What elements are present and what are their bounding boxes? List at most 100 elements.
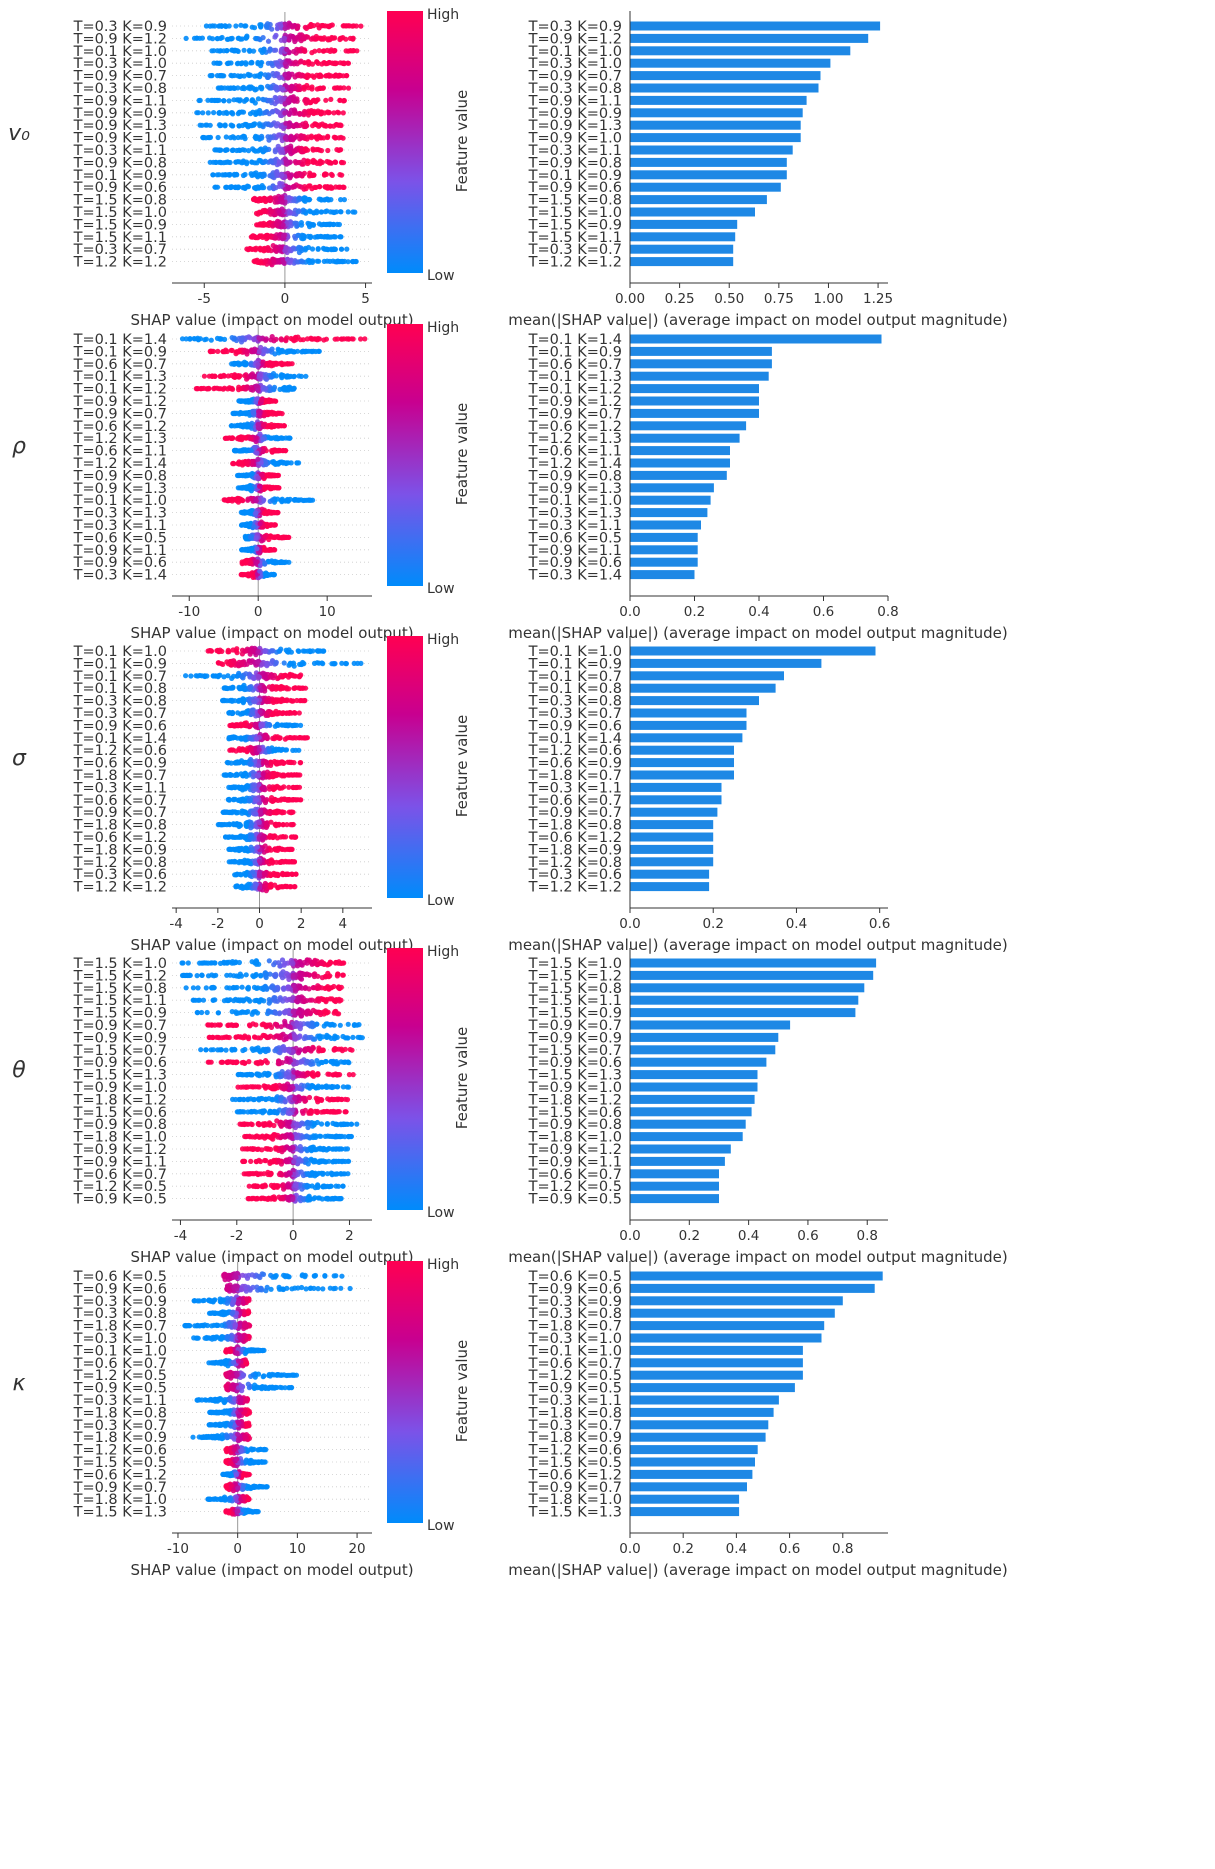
shap-dot [305,257,311,263]
shap-dot [287,348,293,354]
bar [630,108,803,118]
shap-dot [278,435,284,441]
shap-dot [244,348,250,354]
shap-dot [248,534,254,540]
shap-dot [263,121,269,127]
shap-dot [254,383,260,389]
shap-dot [268,484,274,491]
shap-dot [248,546,255,552]
shap-dot [217,60,223,66]
shap-dot [257,568,263,574]
bar [630,232,736,242]
shap-dot [207,122,213,128]
shap-dot [313,121,319,128]
shap-dot [270,534,276,540]
shap-dot [266,48,273,54]
shap-dot [293,110,299,116]
shap-dot [344,73,350,79]
x-tick-label: 10 [319,604,336,620]
shap-dot [298,222,305,228]
shap-dot [266,409,272,415]
shap-dot [212,673,218,679]
shap-dot [296,83,302,89]
shap-dot [277,386,283,392]
shap-dot [244,509,251,515]
shap-dot [248,60,254,66]
shap-dot [296,648,302,655]
shap-dot [218,386,224,392]
shap-dot [271,572,277,578]
shap-dot [245,85,251,91]
shap-dot [235,760,241,766]
shap-dot [256,259,262,265]
shap-dot [333,122,339,128]
shap-dot [274,221,280,227]
shap-dot [276,159,282,165]
shap-dot [271,387,277,393]
bar [630,557,698,567]
shap-dot [231,72,237,79]
shap-dot [253,399,259,405]
shap-dot [331,661,337,667]
shap-dot [212,23,218,29]
shap-dot [304,98,311,104]
shap-dot [284,46,290,53]
shap-dot [228,760,234,766]
shap-dot [239,561,245,567]
shap-dot [264,24,270,30]
bar [630,21,881,31]
shap-dot [304,136,310,142]
shap-dot [248,485,255,491]
shap-dot [246,47,253,54]
shap-dot [218,35,224,42]
shap-dot [269,346,275,352]
shap-dot [331,234,337,240]
shap-dot [283,245,289,251]
shap-dot [308,348,314,354]
shap-dot [291,48,297,55]
shap-dot [252,445,258,451]
shap-dot [341,197,347,203]
shap-dot [322,234,328,240]
shap-dot [221,110,227,116]
shap-dot [331,246,337,252]
shap-dot [253,35,259,42]
shap-dot [344,336,350,342]
shap-dot [340,110,346,116]
bar [630,95,807,105]
shap-dot [257,71,263,78]
shap-dot [304,72,311,78]
shap-dot [268,674,274,680]
shap-dot [270,371,277,377]
shap-dot [287,210,293,216]
shap-dot [308,21,314,28]
shap-dot [253,535,259,541]
shap-dot [255,648,261,655]
shap-dot [258,23,264,29]
shap-dot [244,183,250,189]
shap-dot [252,87,258,93]
bar [630,495,711,505]
shap-dot [276,675,282,681]
shap-dot [278,22,284,29]
bar [630,346,772,356]
x-tick-label: 0 [254,604,263,620]
shap-dot [274,460,281,467]
shap-dot [324,196,330,202]
shap-dot [362,336,368,342]
shap-dot [257,521,263,527]
shap-dot [268,159,274,165]
shap-dot [340,259,346,265]
shap-dot [262,375,268,381]
bar [630,371,769,381]
shap-dot [291,373,297,379]
shap-dot [302,48,308,54]
shap-dot [272,235,278,241]
shap-dot [234,673,241,679]
shap-dot [296,674,302,680]
shap-dot [248,384,254,391]
shap-dot [338,209,344,215]
shap-dot [292,38,298,45]
shap-dot [332,135,338,141]
shap-dot [276,183,282,189]
